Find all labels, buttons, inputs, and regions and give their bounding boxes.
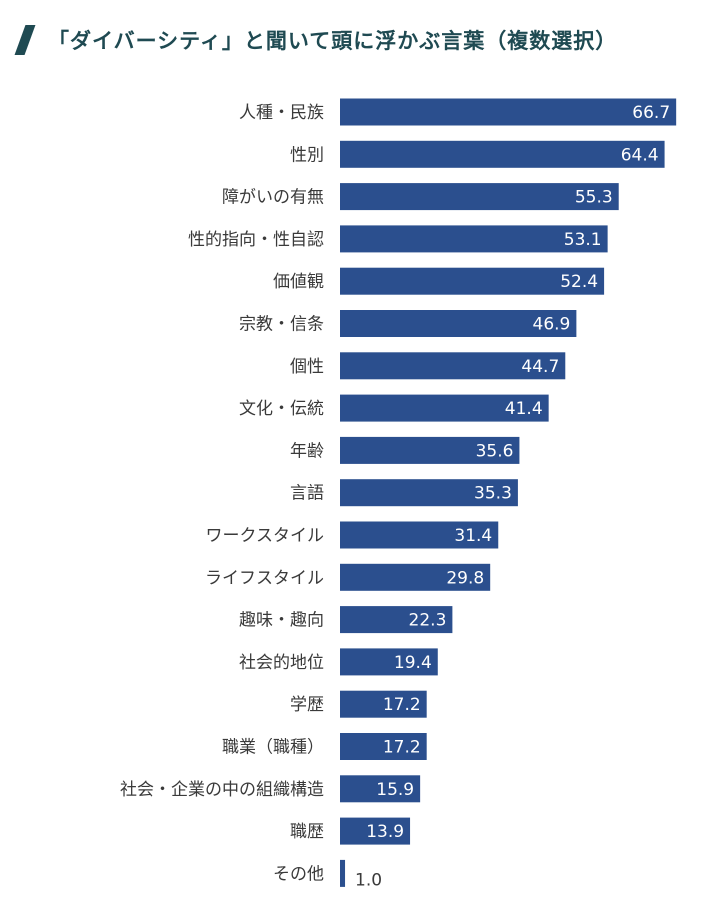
value-label: 35.6: [476, 441, 514, 461]
bar: [340, 817, 411, 845]
category-label: ワークスタイル: [206, 526, 325, 546]
category-label: 社会的地位: [239, 653, 324, 673]
value-label: 52.4: [560, 272, 598, 292]
bar: [340, 267, 605, 295]
bar: [340, 690, 427, 718]
bar: [340, 394, 549, 422]
bar: [340, 140, 665, 168]
bar: [340, 479, 518, 507]
bar: [340, 521, 499, 549]
value-label: 53.1: [564, 230, 602, 250]
category-label: 言語: [290, 484, 324, 504]
value-label: 17.2: [383, 695, 421, 715]
value-label: 35.3: [474, 484, 512, 504]
value-label: 22.3: [409, 611, 447, 631]
chart-title: 「ダイバーシティ」と聞いて頭に浮かぶ言葉（複数選択）: [48, 29, 618, 53]
bar: [340, 859, 346, 887]
value-label: 64.4: [621, 145, 659, 165]
category-label: ライフスタイル: [205, 568, 324, 588]
category-label: 性別: [290, 145, 324, 165]
value-label: 17.2: [383, 738, 421, 758]
bar: [340, 310, 577, 337]
value-label: 41.4: [505, 399, 543, 419]
value-label: 55.3: [575, 188, 613, 208]
value-label: 15.9: [376, 780, 414, 800]
bar: [340, 183, 619, 211]
chart-header: 「ダイバーシティ」と聞いて頭に浮かぶ言葉（複数選択）: [14, 22, 617, 58]
value-label: 13.9: [366, 822, 404, 842]
category-label: 年齢: [290, 441, 324, 461]
category-label: 学歴: [290, 695, 324, 715]
value-label: 66.7: [632, 103, 670, 123]
value-label: 19.4: [394, 653, 432, 673]
category-label: 趣味・趣向: [239, 611, 324, 631]
bar: [340, 775, 421, 803]
category-label: 人種・民族: [239, 103, 324, 123]
bar: [340, 98, 677, 126]
value-label: 44.7: [521, 357, 559, 377]
bar: [340, 648, 438, 676]
bar: [340, 733, 427, 760]
category-label: 職業（職種）: [222, 738, 324, 758]
value-label: 1.0: [355, 870, 382, 890]
bar: [340, 436, 520, 464]
category-label: その他: [273, 864, 324, 884]
value-label: 29.8: [446, 568, 484, 588]
category-label: 性的指向・性自認: [188, 230, 324, 250]
category-label: 社会・企業の中の組織構造: [120, 780, 324, 800]
category-label: 文化・伝統: [239, 399, 324, 419]
category-label: 職歴: [290, 822, 324, 842]
category-label: 宗教・信条: [239, 315, 324, 335]
bar: [340, 225, 608, 253]
value-label: 46.9: [533, 315, 571, 335]
bar: [340, 352, 566, 380]
bar: [340, 563, 491, 591]
category-label: 個性: [290, 357, 324, 377]
bar: [340, 606, 453, 634]
category-label: 価値観: [273, 272, 324, 292]
value-label: 31.4: [454, 526, 492, 546]
category-label: 障がいの有無: [222, 188, 324, 208]
